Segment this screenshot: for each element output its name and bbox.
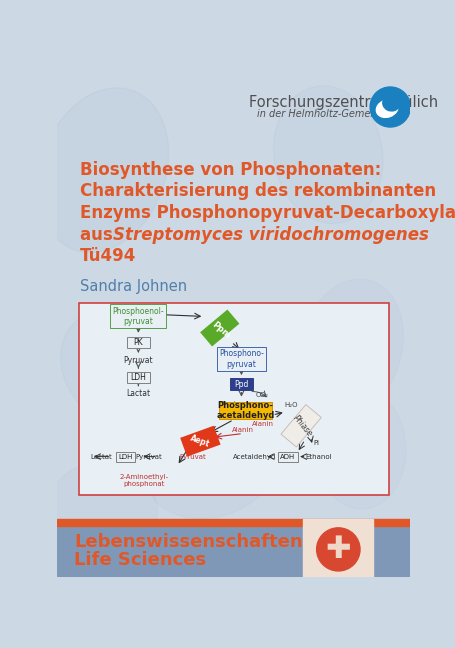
Bar [57, 526, 410, 577]
Text: Lactat: Lactat [90, 454, 112, 459]
Text: CO₂: CO₂ [255, 392, 268, 398]
FancyBboxPatch shape [280, 404, 321, 447]
Text: Biosynthese von Phosphonaten:: Biosynthese von Phosphonaten: [80, 161, 381, 179]
Ellipse shape [382, 94, 400, 111]
Ellipse shape [375, 100, 397, 117]
Ellipse shape [144, 407, 279, 518]
Text: Pyruvat: Pyruvat [179, 454, 206, 459]
Text: Life Sciences: Life Sciences [74, 551, 206, 569]
Text: PK: PK [133, 338, 143, 347]
Bar [303, 519, 372, 577]
Ellipse shape [38, 88, 168, 253]
Text: aus: aus [80, 226, 118, 244]
Text: Lactat: Lactat [126, 389, 150, 398]
FancyBboxPatch shape [278, 452, 297, 461]
Bar [79, 303, 388, 495]
Text: 2-Aminoethyl-
phosphonat: 2-Aminoethyl- phosphonat [119, 474, 168, 487]
Text: Pyruvat: Pyruvat [123, 356, 153, 365]
FancyBboxPatch shape [218, 402, 272, 419]
Text: Pi: Pi [313, 440, 319, 446]
FancyBboxPatch shape [115, 452, 135, 461]
Ellipse shape [49, 463, 157, 555]
Text: Streptomyces viridochromogenes: Streptomyces viridochromogenes [112, 226, 428, 244]
Text: Phosphono-
pyruvat: Phosphono- pyruvat [218, 349, 263, 369]
Ellipse shape [273, 86, 382, 224]
Text: LDH: LDH [118, 454, 132, 459]
Ellipse shape [312, 386, 405, 509]
Text: Phiase: Phiase [291, 413, 313, 438]
FancyBboxPatch shape [127, 337, 149, 349]
Ellipse shape [61, 305, 208, 436]
FancyBboxPatch shape [127, 371, 149, 383]
Text: LDH: LDH [130, 373, 146, 382]
Text: Ppd: Ppd [234, 380, 248, 389]
Text: Ppm: Ppm [210, 320, 232, 340]
Text: ADH: ADH [280, 454, 295, 459]
Text: Tü494: Tü494 [80, 247, 136, 265]
Text: Alanin: Alanin [218, 401, 240, 407]
Text: Phosphono-
acetaldehyd: Phosphono- acetaldehyd [216, 400, 274, 420]
FancyBboxPatch shape [180, 426, 220, 457]
Text: Sandra Johnen: Sandra Johnen [80, 279, 187, 294]
Text: Alanin: Alanin [232, 428, 253, 434]
Text: Lebenswissenschaften: Lebenswissenschaften [74, 533, 302, 551]
Text: Aept: Aept [189, 434, 211, 449]
FancyBboxPatch shape [230, 378, 252, 390]
Text: in der Helmholtz-Gemeinschaft: in der Helmholtz-Gemeinschaft [256, 109, 408, 119]
Circle shape [369, 87, 410, 127]
Bar [57, 519, 410, 526]
Text: Acetaldehyd: Acetaldehyd [233, 454, 276, 459]
Text: Charakterisierung des rekombinanten: Charakterisierung des rekombinanten [80, 183, 435, 200]
Ellipse shape [299, 279, 403, 415]
Text: Pyruvat: Pyruvat [135, 454, 162, 459]
Text: Enzyms Phosphonopyruvat-Decarboxylase: Enzyms Phosphonopyruvat-Decarboxylase [80, 204, 455, 222]
Text: ✚: ✚ [325, 535, 350, 564]
Text: Alanin: Alanin [252, 421, 273, 427]
Text: Forschungszentrum Jülich: Forschungszentrum Jülich [248, 95, 437, 110]
Circle shape [316, 528, 359, 571]
FancyBboxPatch shape [200, 310, 239, 347]
Text: Phosphoenol-
pyruvat: Phosphoenol- pyruvat [112, 307, 164, 326]
Text: Ethanol: Ethanol [305, 454, 332, 459]
Text: H₂O: H₂O [283, 402, 297, 408]
